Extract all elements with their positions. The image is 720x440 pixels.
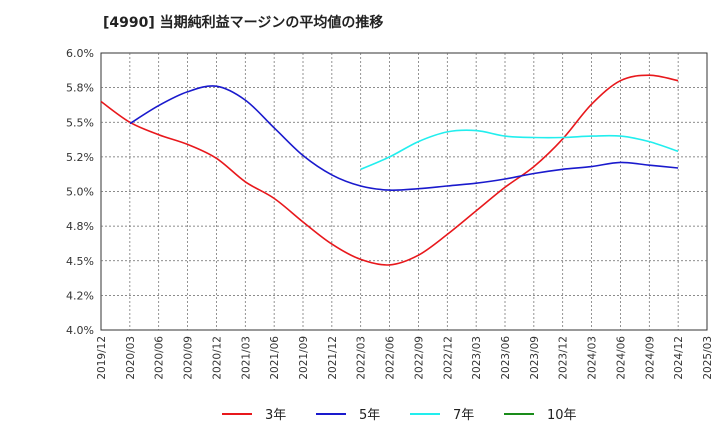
x-tick-label: 2023/09 bbox=[529, 336, 541, 380]
x-tick-label: 2021/12 bbox=[327, 336, 339, 380]
x-tick-label: 2021/06 bbox=[269, 336, 281, 380]
x-axis-ticks: 2019/12 2020/03 2020/06 2020/09 2020/12 2021/… bbox=[96, 336, 714, 380]
x-tick-label: 2023/12 bbox=[558, 336, 570, 380]
x-tick-label: 2019/12 bbox=[96, 336, 108, 380]
x-tick-label: 2022/06 bbox=[385, 336, 397, 380]
legend-label: 3年 bbox=[265, 408, 286, 423]
legend: 3年 5年 7年 10年 bbox=[222, 408, 577, 423]
legend-label: 5年 bbox=[359, 408, 380, 423]
legend-item-2: 7年 bbox=[410, 408, 474, 423]
x-tick-label: 2020/03 bbox=[125, 336, 137, 380]
x-tick-label: 2023/03 bbox=[471, 336, 483, 380]
legend-label: 10年 bbox=[547, 408, 577, 423]
y-tick-label: 5.0% bbox=[66, 186, 94, 199]
y-tick-label: 5.8% bbox=[66, 82, 94, 95]
x-tick-label: 2020/09 bbox=[183, 336, 195, 380]
y-axis-ticks: 4.0% 4.2% 4.5% 4.8% 5.0% 5.2% 5.5% 5.8% 6.0% bbox=[66, 47, 94, 337]
x-tick-label: 2022/03 bbox=[356, 336, 368, 380]
y-tick-label: 5.2% bbox=[66, 151, 94, 164]
y-tick-label: 4.5% bbox=[66, 255, 94, 268]
legend-item-1: 5年 bbox=[316, 408, 380, 423]
plot-frame bbox=[100, 52, 708, 331]
series-layer bbox=[100, 74, 679, 266]
y-tick-label: 6.0% bbox=[66, 47, 94, 60]
x-tick-label: 2025/03 bbox=[702, 336, 714, 380]
series-line-1 bbox=[129, 85, 679, 192]
x-tick-label: 2024/03 bbox=[587, 336, 599, 380]
x-tick-label: 2021/03 bbox=[240, 336, 252, 380]
x-tick-label: 2023/06 bbox=[500, 336, 512, 380]
x-tick-label: 2021/09 bbox=[298, 336, 310, 380]
x-tick-label: 2022/09 bbox=[413, 336, 425, 380]
y-tick-label: 5.5% bbox=[66, 116, 94, 129]
y-tick-label: 4.8% bbox=[66, 220, 94, 233]
x-tick-label: 2024/06 bbox=[615, 336, 627, 380]
x-tick-label: 2024/09 bbox=[644, 336, 656, 380]
series-line-2 bbox=[360, 129, 679, 171]
x-tick-label: 2022/12 bbox=[442, 336, 454, 380]
chart-title: [4990] 当期純利益マージンの平均値の推移 bbox=[103, 15, 384, 31]
x-tick-label: 2024/12 bbox=[673, 336, 685, 380]
x-tick-label: 2020/06 bbox=[154, 336, 166, 380]
legend-label: 7年 bbox=[453, 408, 474, 423]
y-tick-label: 4.0% bbox=[66, 324, 94, 337]
legend-item-0: 3年 bbox=[222, 408, 286, 423]
series-line-0 bbox=[100, 74, 679, 266]
y-tick-label: 4.2% bbox=[66, 289, 94, 302]
x-tick-label: 2020/12 bbox=[211, 336, 223, 380]
legend-item-3: 10年 bbox=[504, 408, 577, 423]
grid-layer bbox=[101, 53, 707, 330]
